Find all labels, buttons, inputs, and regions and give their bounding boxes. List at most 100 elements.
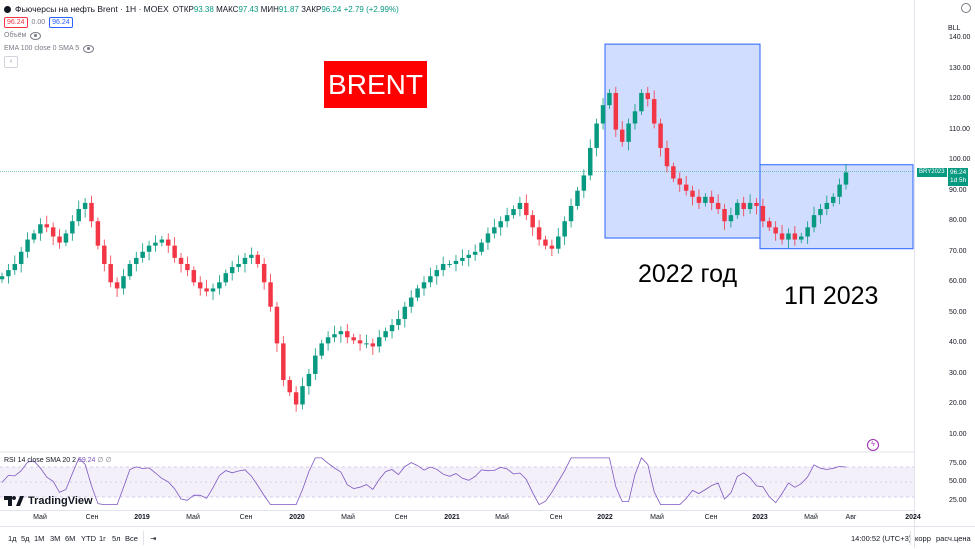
candle-body <box>249 254 254 258</box>
annotation-2022: 2022 год <box>638 260 738 288</box>
candle-body <box>89 202 94 222</box>
price-tick: 70.00 <box>949 247 967 255</box>
candle-body <box>12 263 18 271</box>
candle-body <box>735 202 740 216</box>
candle-body <box>178 257 184 264</box>
price-chart[interactable] <box>0 0 915 510</box>
candle-body <box>824 202 830 210</box>
price-tick: 50.00 <box>949 308 967 316</box>
candle-body <box>377 337 382 347</box>
range-button[interactable]: 5д <box>21 534 30 543</box>
candle-body <box>543 239 548 246</box>
symbol-title[interactable]: Фьючерсы на нефть Brent · 1H · MOEX <box>15 4 169 14</box>
candle-body <box>95 221 101 246</box>
time-tick: Май <box>495 514 509 521</box>
candle-body <box>677 178 682 185</box>
sell-price-tag[interactable]: 96.24 <box>4 17 28 28</box>
candle-body <box>428 276 433 283</box>
candle-body <box>498 221 503 228</box>
candle-body <box>185 263 190 271</box>
range-button[interactable]: 1д <box>8 534 17 543</box>
candle-body <box>63 233 69 243</box>
settlement-toggle[interactable]: расч.цена <box>936 534 971 543</box>
buy-price-tag[interactable]: 96.24 <box>49 17 73 28</box>
candle-body <box>402 306 408 319</box>
candle-body <box>536 227 542 240</box>
candle-body <box>396 318 401 326</box>
eye-icon[interactable] <box>83 44 95 53</box>
candle-body <box>632 111 638 124</box>
currency-unit[interactable]: BLL <box>948 25 961 32</box>
range-button[interactable]: 3М <box>50 534 61 543</box>
bottom-toolbar: ⇥ 14:00:52 (UTC+3) корр расч.цена 1д 5д 1М… <box>0 526 975 549</box>
eye-icon[interactable] <box>30 31 42 40</box>
time-axis[interactable]: Май Сен 2019 Май Сен 2020 Май Сен 2021 Май Сен 2022… <box>0 510 921 525</box>
candle-body <box>293 392 299 405</box>
tv-logo-icon <box>4 496 24 506</box>
range-button[interactable]: 1М <box>34 534 45 543</box>
candle-body <box>166 239 171 246</box>
candle-body <box>50 227 56 237</box>
range-button[interactable]: 5л <box>112 534 121 543</box>
candle-body <box>799 236 804 240</box>
candle-body <box>229 267 235 274</box>
ema-indicator-label[interactable]: EMA 100 close 0 SMA 5 <box>4 45 80 52</box>
date-range-icon[interactable]: ⇥ <box>150 534 157 543</box>
candle-body <box>517 202 523 210</box>
candle-body <box>159 239 165 243</box>
rsi-label[interactable]: RSI 14 close SMA 20 2 69.24 ∅ ∅ <box>4 457 112 464</box>
candle-body <box>594 123 599 148</box>
candle-body <box>619 129 625 142</box>
price-tick: 110.00 <box>949 125 970 133</box>
box-1h-2023[interactable] <box>759 164 914 250</box>
time-tick: Сен <box>239 514 253 521</box>
time-tick: 2023 <box>752 514 768 521</box>
range-button[interactable]: 6М <box>65 534 76 543</box>
candle-body <box>31 233 37 240</box>
candle-body <box>217 282 222 289</box>
symbol-logo-icon <box>4 6 11 13</box>
clock[interactable]: 14:00:52 (UTC+3) <box>851 534 912 543</box>
candle-body <box>108 263 113 283</box>
candle-body <box>268 282 273 307</box>
candle-body <box>197 282 203 289</box>
price-tick: 60.00 <box>949 278 967 286</box>
rsi-band <box>0 467 915 497</box>
candle-body <box>127 263 133 277</box>
candle-body <box>287 380 292 393</box>
candle-body <box>332 334 337 338</box>
candle-body <box>818 209 823 216</box>
range-button[interactable]: Все <box>125 534 138 543</box>
candle-body <box>805 227 810 237</box>
candle-body <box>588 147 593 176</box>
rsi-tick: 75.00 <box>949 460 967 467</box>
candle-body <box>754 202 759 206</box>
volume-indicator-label[interactable]: Объём <box>4 32 27 39</box>
candle-body <box>313 355 318 374</box>
range-button[interactable]: YTD <box>81 534 96 543</box>
price-tick: 30.00 <box>949 369 967 377</box>
settings-icon[interactable] <box>961 3 971 13</box>
rsi-tick: 50.00 <box>949 478 967 485</box>
time-tick: Май <box>804 514 818 521</box>
current-price-label: 96.24 1d 5h <box>948 167 969 186</box>
candle-body <box>191 270 197 283</box>
annotation-1h-2023: 1П 2023 <box>784 282 879 310</box>
tradingview-logo[interactable]: TradingView <box>4 495 93 507</box>
price-axis[interactable]: BLL 140.00 130.00 120.00 110.00 100.00 90.00 8… <box>914 0 975 548</box>
lightning-icon[interactable]: ϟ <box>867 439 879 451</box>
candle-body <box>485 233 491 243</box>
collapse-legend-button[interactable]: ‹ <box>4 55 18 68</box>
range-button[interactable]: 1г <box>99 534 106 543</box>
price-tick: 20.00 <box>949 400 967 408</box>
time-tick: Сен <box>85 514 99 521</box>
candle-body <box>319 343 324 356</box>
price-tick: 80.00 <box>949 217 967 225</box>
candle-body <box>261 263 267 283</box>
candle-body <box>703 196 708 203</box>
price-tick: 10.00 <box>949 431 967 438</box>
candle-body <box>830 196 836 203</box>
candle-body <box>140 251 145 258</box>
adj-toggle[interactable]: корр <box>915 534 931 543</box>
candle-body <box>357 340 363 344</box>
